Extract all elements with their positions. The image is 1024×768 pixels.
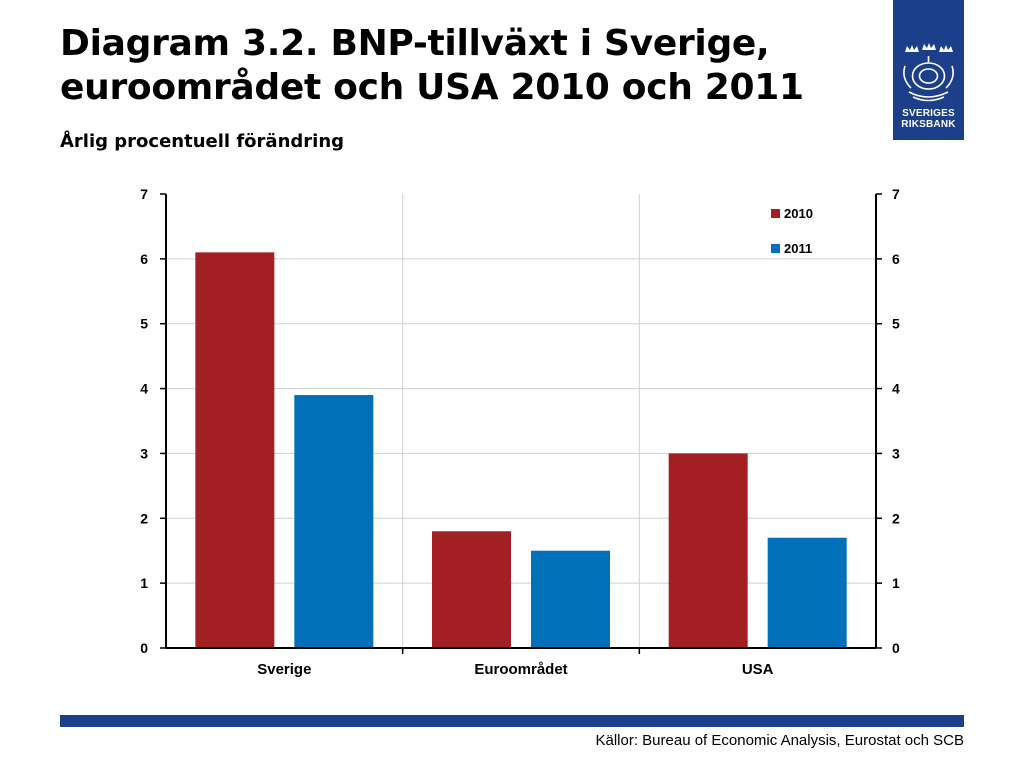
footer-bar bbox=[60, 715, 964, 727]
x-tick-label: Euroområdet bbox=[474, 661, 567, 678]
y-tick-label-right: 7 bbox=[892, 186, 900, 202]
y-tick-label-right: 3 bbox=[892, 445, 900, 461]
y-tick-label-left: 2 bbox=[140, 510, 148, 526]
bar-2011-Sverige bbox=[294, 395, 374, 648]
x-tick-label: USA bbox=[742, 661, 774, 678]
y-tick-label-left: 6 bbox=[140, 251, 148, 267]
bar-chart: Sverige Euroområdet USA 0 0 1 1 2 2 3 3 4 4 5 5 6 6 7 7 201… bbox=[140, 186, 900, 678]
legend-label-2011: 2011 bbox=[784, 241, 812, 256]
y-tick-label-right: 1 bbox=[892, 575, 900, 591]
y-tick-label-left: 4 bbox=[140, 381, 148, 397]
page-title: Diagram 3.2. BNP-tillväxt i Sverige, eur… bbox=[60, 23, 804, 108]
logo-line-2: RIKSBANK bbox=[901, 119, 956, 130]
legend-label-2010: 2010 bbox=[784, 206, 813, 221]
logo-line-1: SVERIGES bbox=[902, 108, 955, 119]
legend-swatch-2011 bbox=[771, 244, 780, 253]
y-tick-label-right: 5 bbox=[892, 316, 900, 332]
bar-2010-Euroområdet bbox=[432, 531, 511, 648]
y-tick-label-right: 4 bbox=[892, 381, 900, 397]
y-tick-label-right: 2 bbox=[892, 510, 900, 526]
legend-swatch-2010 bbox=[771, 209, 780, 218]
page-subtitle: Årlig procentuell förändring bbox=[60, 131, 345, 152]
y-tick-label-right: 0 bbox=[892, 640, 900, 656]
source-note: Källor: Bureau of Economic Analysis, Eur… bbox=[595, 732, 964, 749]
x-tick-label: Sverige bbox=[257, 661, 311, 678]
bar-2011-Euroområdet bbox=[531, 550, 610, 648]
bar-2010-Sverige bbox=[195, 252, 275, 648]
y-tick-label-left: 1 bbox=[140, 575, 148, 591]
y-tick-label-right: 6 bbox=[892, 251, 900, 267]
y-tick-label-left: 7 bbox=[140, 186, 148, 202]
y-tick-label-left: 5 bbox=[140, 316, 148, 332]
bar-2011-USA bbox=[767, 537, 847, 648]
y-tick-label-left: 0 bbox=[140, 640, 148, 656]
riksbank-crest-icon bbox=[903, 43, 954, 102]
riksbank-logo: SVERIGES RIKSBANK bbox=[893, 0, 964, 140]
y-tick-label-left: 3 bbox=[140, 445, 148, 461]
bar-2010-USA bbox=[668, 453, 748, 648]
